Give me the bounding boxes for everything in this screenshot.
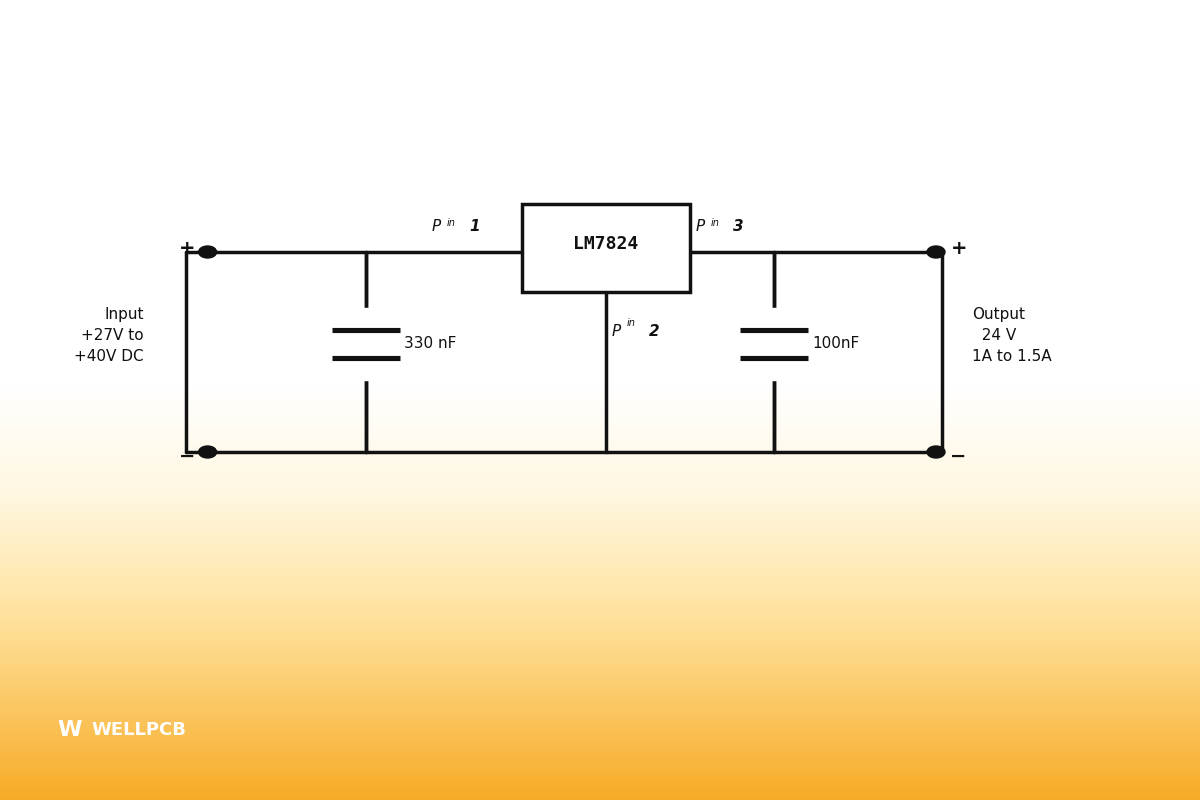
Text: in: in	[710, 218, 719, 228]
Text: 3: 3	[733, 219, 744, 234]
Text: LM7824: LM7824	[574, 235, 638, 253]
Text: in: in	[446, 218, 455, 228]
Text: −: −	[179, 446, 196, 466]
Text: +: +	[179, 238, 196, 258]
Text: Input
+27V to
+40V DC: Input +27V to +40V DC	[74, 307, 144, 365]
Circle shape	[199, 246, 216, 258]
Text: P: P	[696, 219, 706, 234]
Text: Output
  24 V
1A to 1.5A: Output 24 V 1A to 1.5A	[972, 307, 1051, 365]
Text: 2: 2	[649, 324, 660, 339]
Text: +: +	[950, 238, 967, 258]
Text: W: W	[58, 720, 82, 739]
Circle shape	[199, 446, 216, 458]
Text: in: in	[626, 318, 635, 328]
Text: WELLPCB: WELLPCB	[91, 721, 186, 738]
Text: P: P	[432, 219, 442, 234]
Text: 100nF: 100nF	[812, 337, 859, 351]
Circle shape	[928, 246, 946, 258]
Bar	[522, 204, 690, 292]
Text: 330 nF: 330 nF	[404, 337, 457, 351]
Text: P: P	[612, 324, 622, 339]
Text: −: −	[950, 446, 967, 466]
Text: 1: 1	[469, 219, 480, 234]
Circle shape	[928, 446, 946, 458]
